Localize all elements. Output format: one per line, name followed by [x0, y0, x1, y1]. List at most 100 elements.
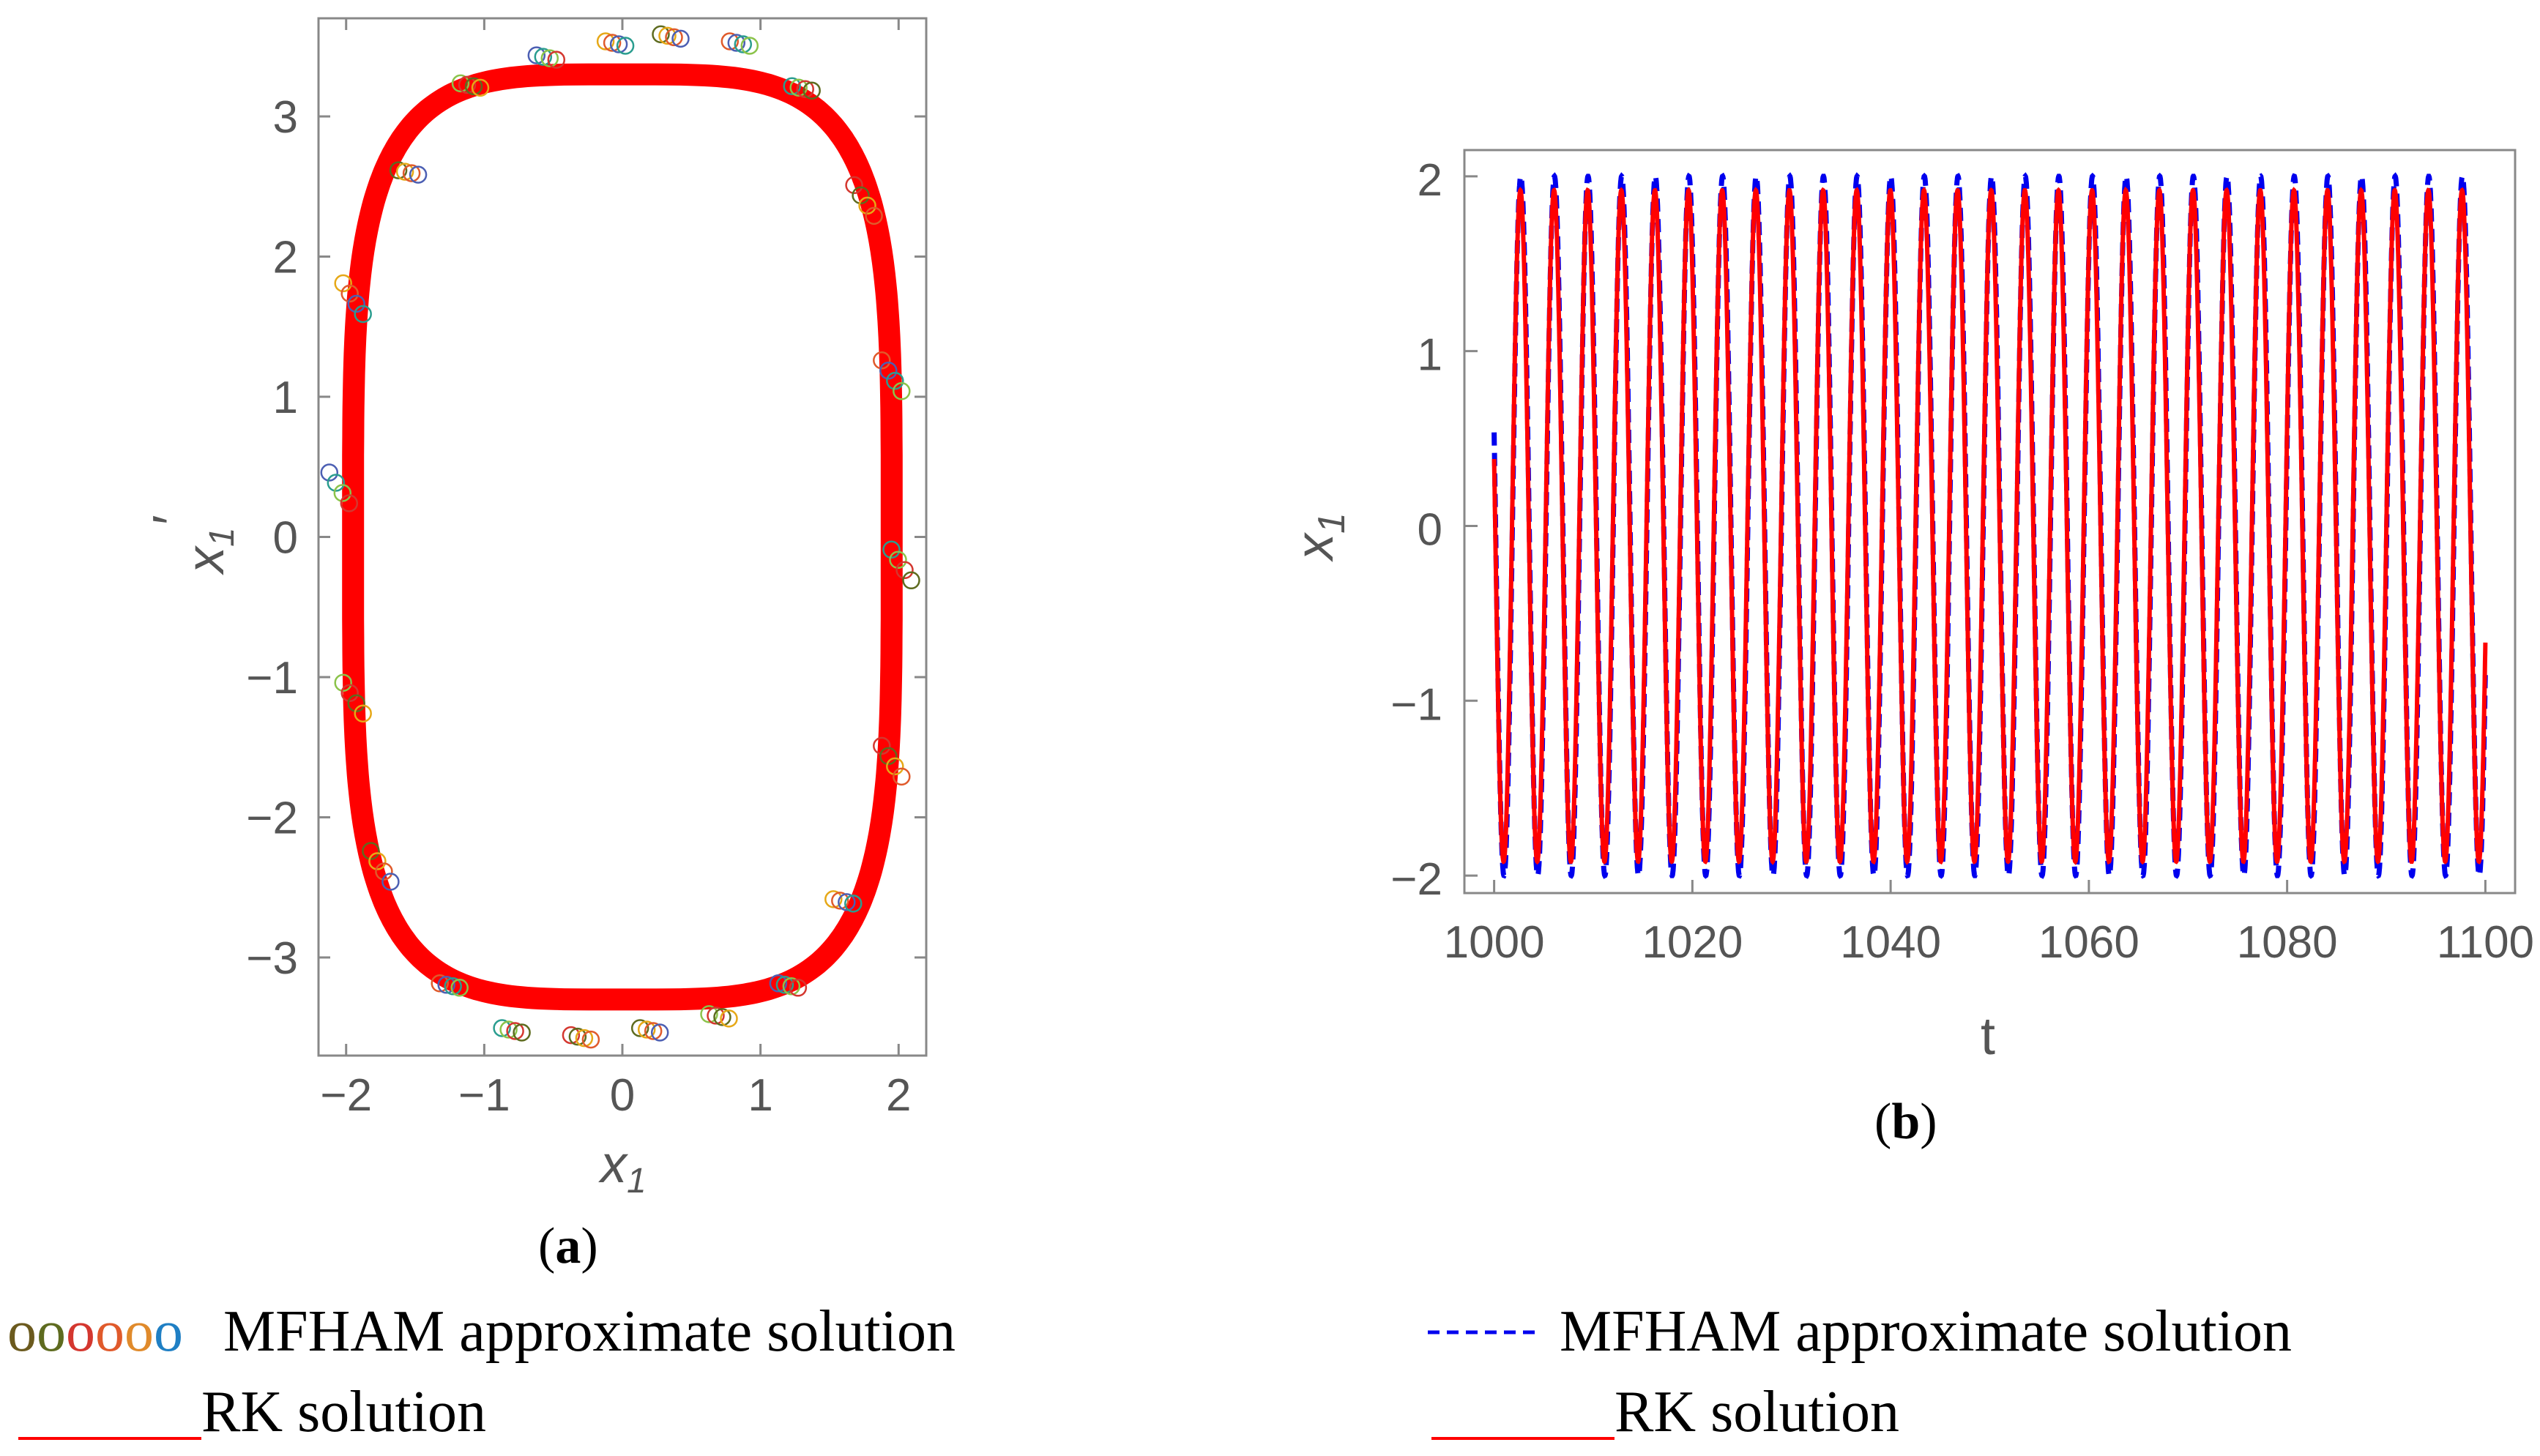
chart-a-ticks	[319, 18, 926, 1056]
mfham-marker-a	[844, 895, 863, 913]
mfham-marker-a	[824, 890, 843, 908]
mfham-marker-a	[658, 26, 677, 45]
mfham-marker-a	[665, 28, 683, 47]
chart-b-ticks	[1464, 175, 2487, 893]
mfham-marker-a	[740, 37, 759, 55]
mfham-marker-a	[395, 163, 414, 181]
mfham-marker-a	[873, 351, 891, 370]
legend-a-mfham-label: MFHAM approximate solution	[223, 1299, 956, 1364]
mfham-marker-a	[354, 305, 372, 324]
mfham-marker-a	[506, 1022, 524, 1040]
mfham-marker-a	[734, 35, 753, 53]
mfham-marker-a	[402, 164, 421, 182]
y-tick-label-a: 3	[273, 92, 298, 143]
mfham-marker-a	[340, 284, 359, 303]
y-tick-label-b: 1	[1418, 330, 1442, 381]
mfham-marker-a	[889, 550, 907, 570]
chart-b-panel-label: (b)	[1874, 1094, 1937, 1150]
chart-b-tick-labels: 1000 1020 1040 1060 1080 1100 2 1 0 −1 −2	[1390, 155, 2534, 968]
mfham-marker-a	[796, 80, 814, 98]
y-tick-label-b: −1	[1390, 679, 1442, 730]
mfham-marker-a	[789, 78, 808, 97]
mfham-marker-a	[637, 1020, 656, 1039]
y-tick-label-b: −2	[1390, 854, 1442, 905]
mfham-marker-a	[451, 74, 470, 93]
mfham-marker-a	[581, 1030, 600, 1049]
mfham-marker-a	[769, 974, 788, 993]
mfham-marker-a	[327, 474, 346, 492]
mfham-marker-a	[347, 294, 365, 313]
mfham-marker-a	[381, 873, 400, 891]
chart-b: 1000 1020 1040 1060 1080 1100 2 1 0 −1 −2 t x1 (b)	[1286, 149, 2534, 1150]
mfham-marker-a	[540, 49, 559, 67]
mfham-marker-a	[886, 757, 904, 776]
svg-text:x1′: x1′	[143, 515, 242, 575]
chart-a-ylabel: x1′	[143, 515, 242, 575]
legend-a: oooooo MFHAM approximate solution RK sol…	[7, 1299, 956, 1444]
mfham-marker-a	[562, 1026, 581, 1045]
mfham-marker-a	[845, 176, 863, 195]
legend-b-mfham-label: MFHAM approximate solution	[1560, 1299, 2292, 1364]
y-tick-label-a: −2	[246, 793, 298, 843]
chart-b-frame	[1463, 149, 2517, 895]
mfham-marker-a	[727, 34, 746, 52]
mfham-marker-a	[838, 893, 856, 911]
x-tick-label-b: 1040	[1840, 917, 1941, 968]
mfham-marker-a	[547, 51, 566, 69]
mfham-marker-a	[802, 81, 821, 100]
legend-b-rk-label: RK solution	[1614, 1380, 1899, 1444]
chart-a: −2 −1 0 1 2 3 2 1 0 −1 −2 −3 x1 x1′ (a)	[143, 17, 928, 1274]
mfham-marker-a	[783, 77, 801, 95]
mfham-marker-a	[362, 842, 380, 860]
mfham-marker-a	[431, 974, 449, 993]
mfham-marker-a	[782, 977, 801, 996]
mfham-marker-a	[609, 35, 628, 53]
y-tick-label-a: −3	[246, 933, 298, 984]
mfham-marker-a	[534, 48, 553, 66]
mfham-marker-a	[368, 852, 387, 870]
mfham-marker-a	[444, 977, 462, 996]
chart-a-xlabel: x1	[598, 1135, 647, 1201]
mfham-marker-a	[879, 362, 898, 380]
x-tick-label-a: 1	[748, 1070, 772, 1121]
y-tick-label-b: 2	[1418, 155, 1442, 206]
mfham-marker-a	[852, 186, 870, 205]
mfham-marker-a	[499, 1020, 518, 1039]
mfham-marker-a	[575, 1028, 594, 1048]
x-tick-label-b: 1020	[1642, 917, 1743, 968]
mfham-marker-a	[902, 571, 920, 590]
mfham-marker-a	[334, 673, 352, 692]
mfham-marker-a	[340, 494, 359, 512]
mfham-marker-a	[493, 1019, 511, 1037]
rk-series-b	[1491, 186, 2488, 865]
mfham-marker-a	[886, 372, 904, 390]
y-tick-label-b: 0	[1418, 504, 1442, 555]
mfham-marker-a	[464, 77, 483, 96]
mfham-marker-a	[527, 46, 546, 64]
mfham-marker-a	[882, 540, 901, 559]
mfham-marker-a	[893, 382, 911, 400]
mfham-marker-a	[700, 1005, 718, 1023]
mfham-marker-a	[879, 747, 898, 766]
mfham-marker-a	[873, 736, 891, 755]
chart-b-xlabel: t	[1981, 1007, 1995, 1066]
mfham-marker-a	[320, 463, 339, 482]
mfham-marker-a	[831, 892, 849, 910]
mfham-marker-a	[409, 165, 428, 184]
legend-b: MFHAM approximate solution RK solution	[1428, 1299, 2292, 1444]
mfham-marker-a	[458, 75, 477, 94]
mfham-marker-a	[630, 1019, 649, 1037]
mfham-marker-a	[775, 976, 794, 994]
mfham-marker-a	[354, 704, 372, 723]
rk-solution-line-a	[342, 63, 903, 1011]
mfham-marker-a	[650, 1023, 669, 1042]
chart-b-ylabel: x1	[1286, 512, 1353, 562]
x-tick-label-a: 2	[886, 1070, 911, 1121]
x-tick-label-b: 1080	[2237, 917, 2338, 968]
mfham-marker-a	[895, 561, 914, 580]
mfham-marker-a	[789, 979, 808, 997]
y-tick-label-a: 2	[273, 233, 298, 283]
mfham-markers-a	[320, 25, 920, 1049]
mfham-marker-a	[389, 161, 408, 179]
